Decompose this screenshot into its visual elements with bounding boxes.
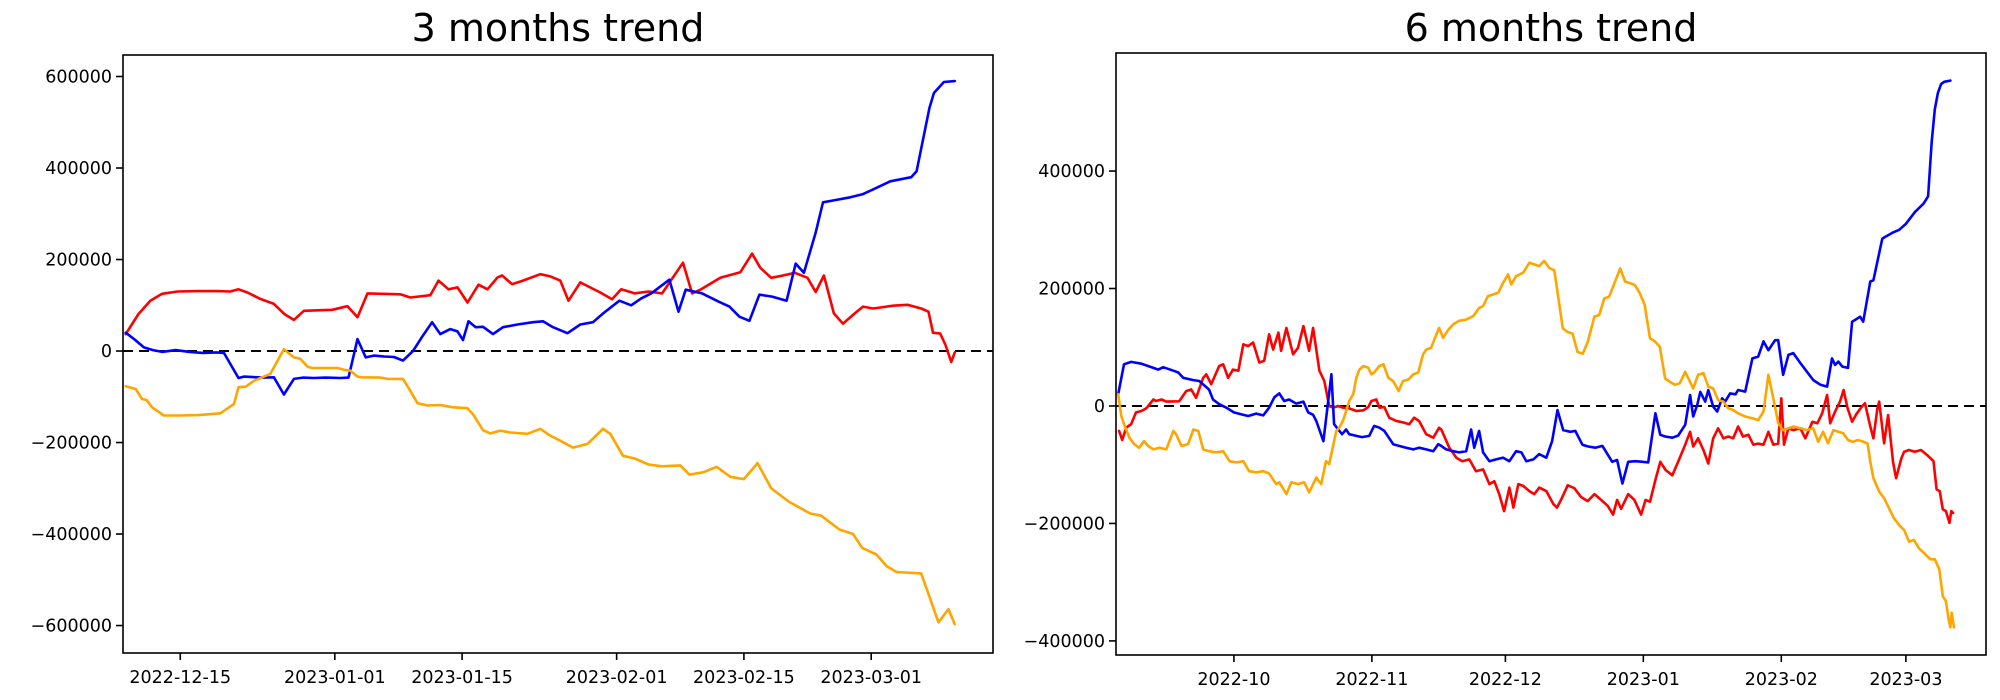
x-tick-label: 2023-02-15 <box>693 668 795 688</box>
red-series-line <box>124 252 957 364</box>
x-tick-label: 2022-11 <box>1335 670 1408 690</box>
blue-series-line <box>1116 79 1952 485</box>
x-tick-label: 2023-03-01 <box>820 668 922 688</box>
red-series-line <box>1117 324 1955 525</box>
y-tick-label: 600000 <box>45 68 112 88</box>
y-tick-label: −600000 <box>31 617 112 637</box>
axes-frame <box>1115 52 1987 656</box>
x-tick-label: 2022-12-15 <box>129 668 231 688</box>
y-tick-label: 200000 <box>45 251 112 271</box>
x-tick-label: 2022-10 <box>1197 670 1270 690</box>
x-tick-label: 2023-02-01 <box>566 668 668 688</box>
x-tick-label: 2023-01 <box>1607 670 1680 690</box>
y-tick-label: 200000 <box>1038 280 1105 300</box>
y-tick-label: 400000 <box>45 159 112 179</box>
orange-series-line <box>124 347 957 626</box>
axes-frame <box>122 54 994 654</box>
y-tick-label: 0 <box>1094 397 1105 417</box>
x-tick-label: 2023-01-01 <box>284 668 386 688</box>
y-tick-label: −200000 <box>31 434 112 454</box>
y-tick-label: −400000 <box>1024 632 1105 652</box>
y-tick-label: 0 <box>101 342 112 362</box>
chart-title-6-months: 6 months trend <box>1404 6 1698 50</box>
chart-title-3-months: 3 months trend <box>411 6 705 50</box>
blue-series-line <box>124 79 957 396</box>
y-tick-label: −200000 <box>1024 514 1105 534</box>
x-tick-label: 2022-12 <box>1469 670 1542 690</box>
x-tick-label: 2023-01-15 <box>411 668 513 688</box>
x-tick-label: 2023-02 <box>1745 670 1818 690</box>
y-tick-label: −400000 <box>31 525 112 545</box>
y-tick-label: 400000 <box>1038 162 1105 182</box>
orange-series-line <box>1116 259 1956 629</box>
x-tick-label: 2023-03 <box>1869 670 1942 690</box>
